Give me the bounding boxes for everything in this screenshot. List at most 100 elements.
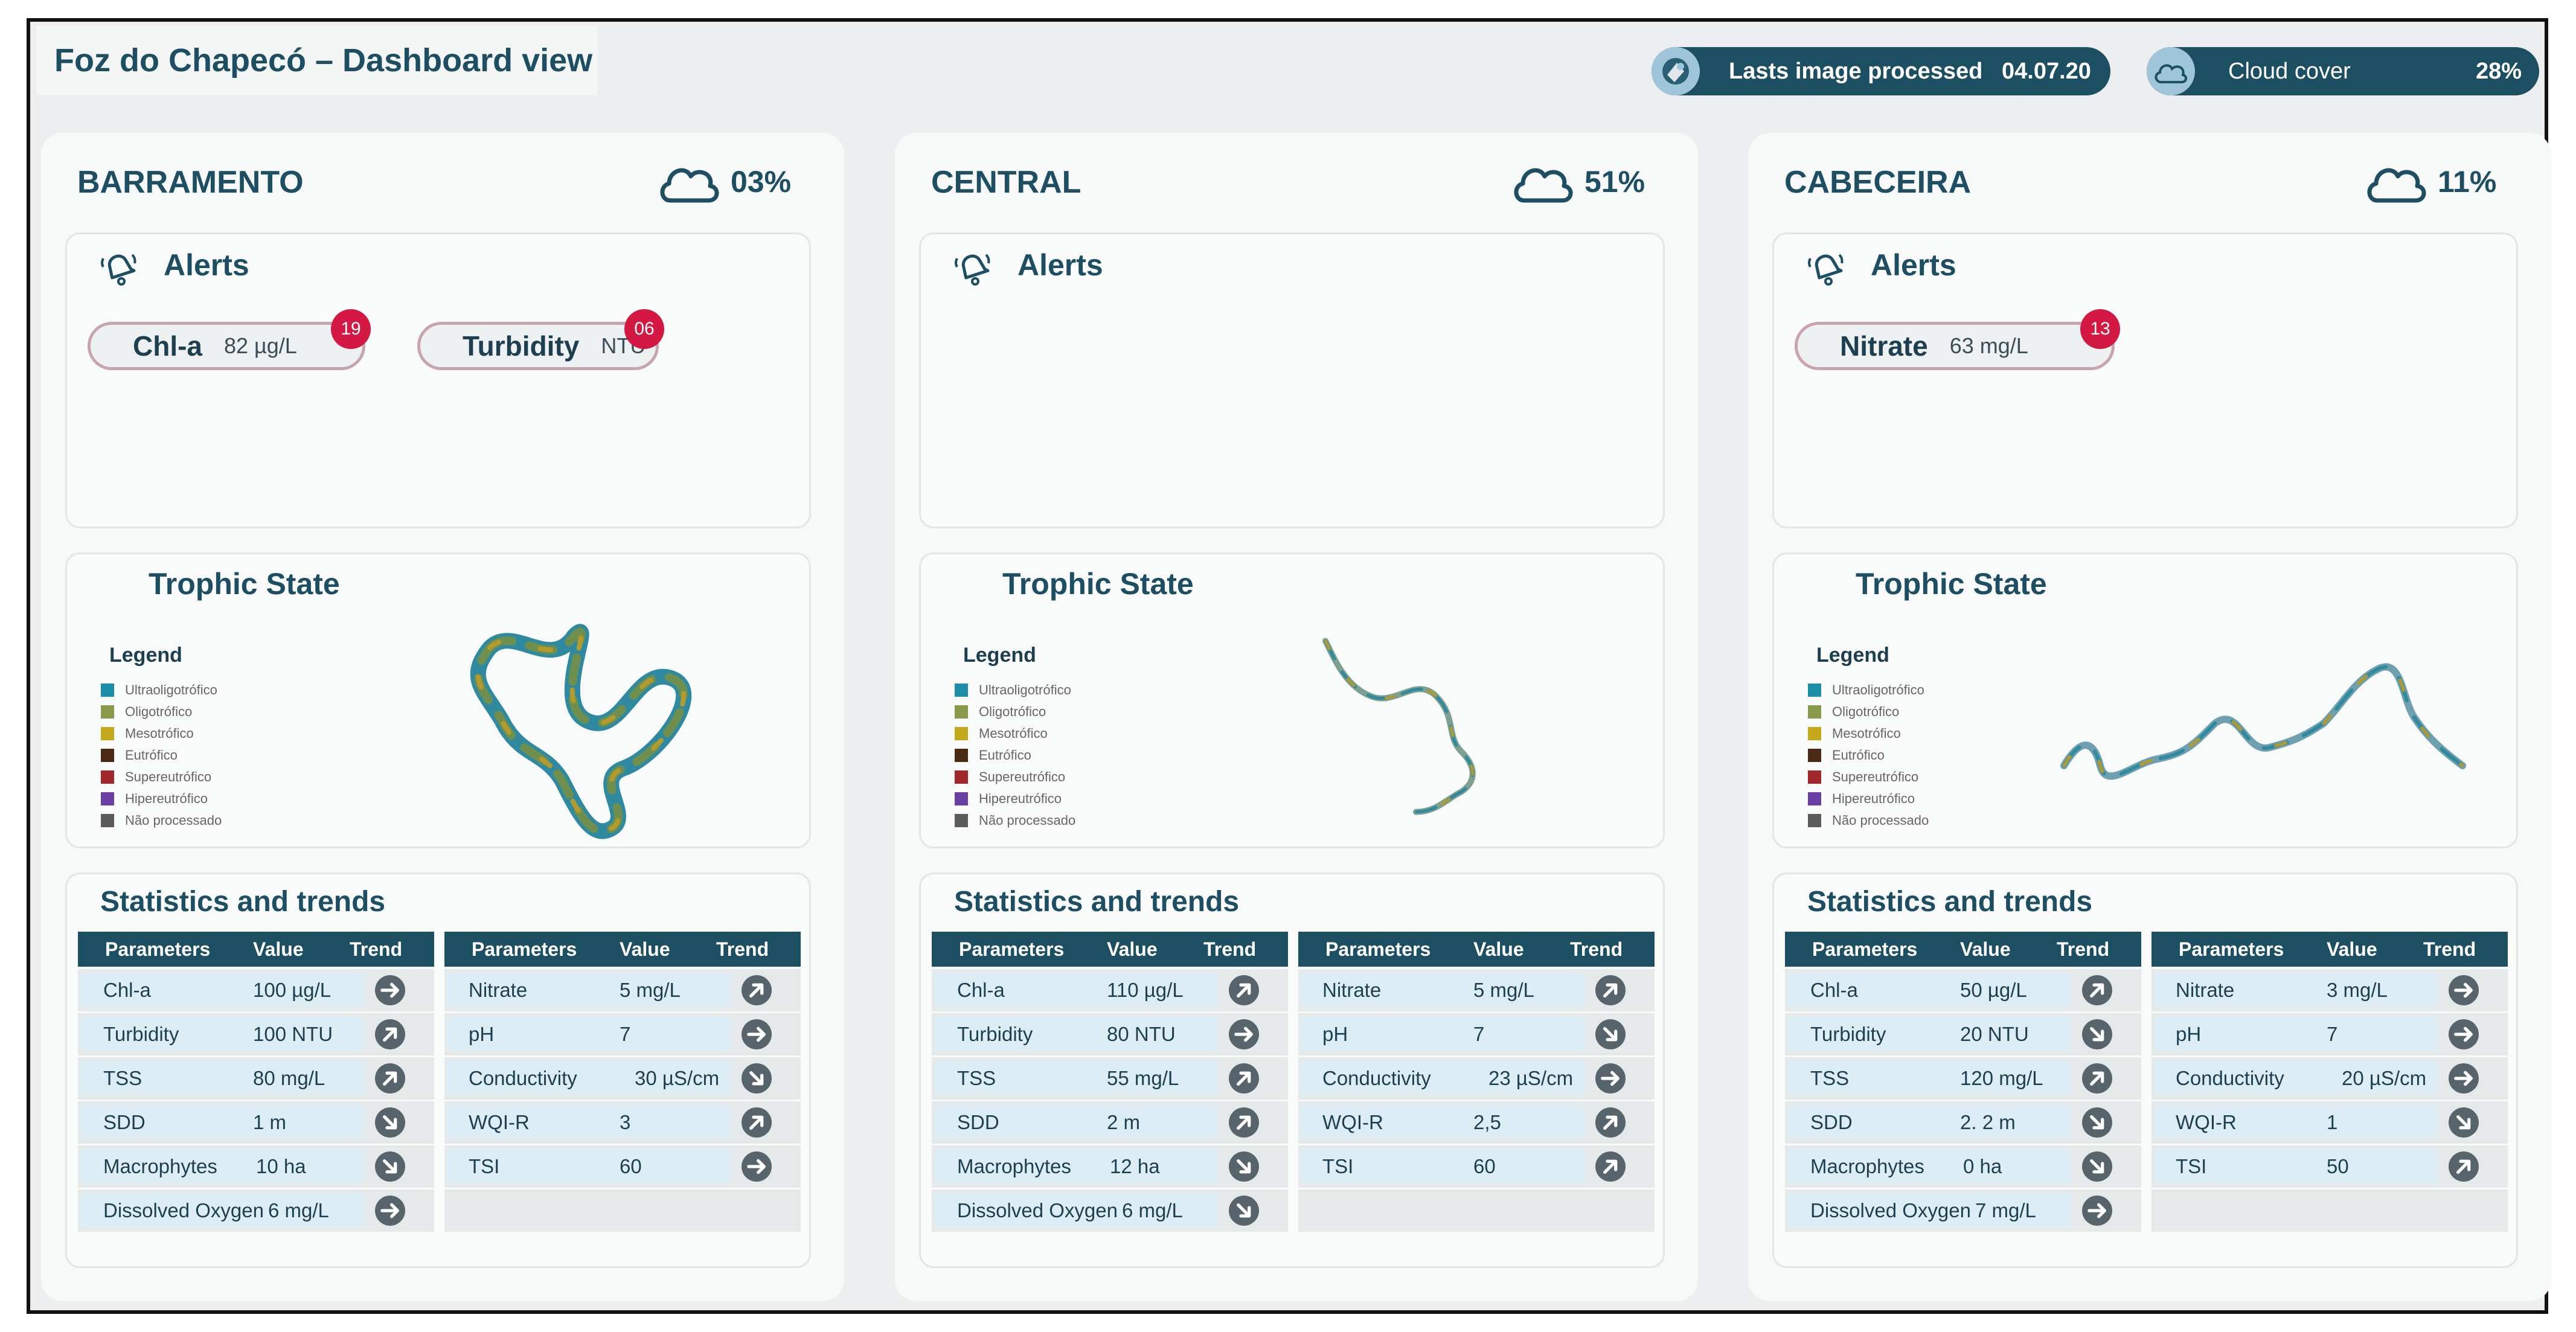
table-header: Parameters Value Trend — [78, 932, 434, 969]
table-row[interactable]: SDD 2. 2 m — [1785, 1101, 2141, 1145]
row-parameter: Turbidity — [957, 1023, 1033, 1045]
row-parameter: SDD — [1810, 1111, 1853, 1133]
legend-swatch — [101, 814, 114, 827]
col-value: Value — [1107, 938, 1158, 960]
table-row[interactable]: Conductivity 23 µS/cm — [1298, 1057, 1655, 1101]
table-row-empty — [444, 1190, 801, 1234]
row-value: 100 µg/L — [253, 979, 332, 1001]
alerts-card: Alerts Nitrate 63 mg/L 13 — [1772, 232, 2518, 528]
legend-label: Mesotrófico — [1832, 726, 1901, 741]
table-row[interactable]: Macrophytes 0 ha — [1785, 1145, 2141, 1190]
row-value: 7 — [1473, 1023, 1485, 1045]
table-row[interactable]: Nitrate 5 mg/L — [1298, 969, 1655, 1013]
table-row[interactable]: Nitrate 5 mg/L — [444, 969, 801, 1013]
row-value: 12 ha — [1110, 1155, 1160, 1177]
trend-up-icon — [2082, 1063, 2112, 1093]
statistics-card: Statistics and trends Parameters Value Tren… — [1772, 873, 2518, 1268]
reservoir-map — [470, 624, 692, 839]
table-row[interactable]: Macrophytes 10 ha — [78, 1145, 434, 1190]
legend-swatch — [955, 749, 968, 762]
legend-item: Supereutrófico — [955, 768, 1065, 786]
legend-swatch — [101, 749, 114, 762]
trend-down-icon — [2082, 1107, 2112, 1138]
row-value: 0 ha — [1963, 1155, 2002, 1177]
table-row[interactable]: Chl-a 50 µg/L — [1785, 969, 2141, 1013]
table-header: Parameters Value Trend — [932, 932, 1288, 969]
legend-item: Supereutrófico — [101, 768, 211, 786]
table-row[interactable]: pH 7 — [1298, 1013, 1655, 1057]
table-row[interactable]: WQI-R 2,5 — [1298, 1101, 1655, 1145]
trend-up-icon — [1229, 1063, 1259, 1093]
table-row[interactable]: SDD 2 m — [932, 1101, 1288, 1145]
alerts-card: Alerts — [919, 232, 1665, 528]
row-parameter: Conductivity — [469, 1067, 577, 1089]
row-parameter: Chl-a — [1810, 979, 1858, 1001]
legend-label: Hipereutrófico — [1832, 791, 1915, 806]
trend-flat-icon — [742, 1019, 772, 1049]
table-row[interactable]: TSS 120 mg/L — [1785, 1057, 2141, 1101]
table-row[interactable]: Turbidity 20 NTU — [1785, 1013, 2141, 1057]
row-value: 5 mg/L — [620, 979, 681, 1001]
row-parameter: Conductivity — [2176, 1067, 2284, 1089]
legend-item: Não processado — [955, 812, 1075, 830]
table-row[interactable]: Turbidity 80 NTU — [932, 1013, 1288, 1057]
table-row[interactable]: Turbidity 100 NTU — [78, 1013, 434, 1057]
trend-down-icon — [1229, 1151, 1259, 1182]
alert-count-badge: 06 — [624, 309, 664, 349]
panel-title: CENTRAL — [931, 165, 1081, 200]
cloud-icon — [2364, 156, 2430, 204]
table-row[interactable]: Chl-a 100 µg/L — [78, 969, 434, 1013]
table-row[interactable]: Dissolved Oxygen 6 mg/L — [78, 1190, 434, 1234]
table-row[interactable]: Macrophytes 12 ha — [932, 1145, 1288, 1190]
table-row[interactable]: Conductivity 20 µS/cm — [2151, 1057, 2508, 1101]
table-row[interactable]: Chl-a 110 µg/L — [932, 969, 1288, 1013]
table-row[interactable]: pH 7 — [444, 1013, 801, 1057]
table-row[interactable]: pH 7 — [2151, 1013, 2508, 1057]
legend-swatch — [101, 705, 114, 719]
cloud-icon — [1511, 156, 1577, 204]
row-parameter: WQI-R — [469, 1111, 530, 1133]
table-row[interactable]: Conductivity 30 µS/cm — [444, 1057, 801, 1101]
row-parameter: Macrophytes — [103, 1155, 217, 1177]
legend-item: Supereutrófico — [1808, 768, 1918, 786]
trend-down-icon — [2082, 1151, 2112, 1182]
col-parameters: Parameters — [959, 938, 1065, 960]
table-row[interactable]: WQI-R 1 — [2151, 1101, 2508, 1145]
legend-label: Ultraoligotrófico — [979, 682, 1071, 697]
legend-item: Hipereutrófico — [101, 790, 208, 808]
legend-item: Mesotrófico — [1808, 725, 1901, 743]
col-parameters: Parameters — [1325, 938, 1431, 960]
table-row[interactable]: SDD 1 m — [78, 1101, 434, 1145]
table-row[interactable]: TSI 60 — [1298, 1145, 1655, 1190]
table-row[interactable]: TSI 60 — [444, 1145, 801, 1190]
table-row[interactable]: TSS 80 mg/L — [78, 1057, 434, 1101]
col-trend: Trend — [2057, 938, 2110, 960]
col-trend: Trend — [716, 938, 769, 960]
legend-item: Ultraoligotrófico — [955, 681, 1071, 699]
row-parameter: Chl-a — [103, 979, 151, 1001]
trophic-title: Trophic State — [1856, 567, 2047, 601]
table-row[interactable]: Dissolved Oxygen 6 mg/L — [932, 1190, 1288, 1234]
row-value: 7 mg/L — [1975, 1199, 2036, 1222]
alerts-title: Alerts — [164, 248, 249, 282]
row-parameter: Dissolved Oxygen — [957, 1199, 1118, 1222]
panel-0: BARRAMENTO 03% Alerts Chl-a 82 µg/L 19 Turbidi… — [41, 133, 844, 1301]
legend-swatch — [955, 814, 968, 827]
table-row[interactable]: Nitrate 3 mg/L — [2151, 969, 2508, 1013]
row-value: 6 mg/L — [268, 1199, 329, 1222]
alert-chip[interactable]: Chl-a 82 µg/L 19 — [88, 309, 371, 370]
legend-swatch — [1808, 814, 1821, 827]
legend-item: Ultraoligotrófico — [1808, 681, 1924, 699]
alert-chip[interactable]: Turbidity NTU 06 — [417, 309, 664, 370]
alert-chip[interactable]: Nitrate 63 mg/L 13 — [1795, 309, 2120, 370]
stats-title: Statistics and trends — [100, 886, 386, 918]
legend-swatch — [1808, 749, 1821, 762]
trend-up-icon — [1229, 1107, 1259, 1138]
row-value: 50 — [2327, 1155, 2349, 1177]
cloud-icon — [657, 156, 723, 204]
table-row[interactable]: TSI 50 — [2151, 1145, 2508, 1190]
table-row[interactable]: WQI-R 3 — [444, 1101, 801, 1145]
table-row[interactable]: Dissolved Oxygen 7 mg/L — [1785, 1190, 2141, 1234]
trend-down-icon — [2082, 1019, 2112, 1049]
table-row[interactable]: TSS 55 mg/L — [932, 1057, 1288, 1101]
